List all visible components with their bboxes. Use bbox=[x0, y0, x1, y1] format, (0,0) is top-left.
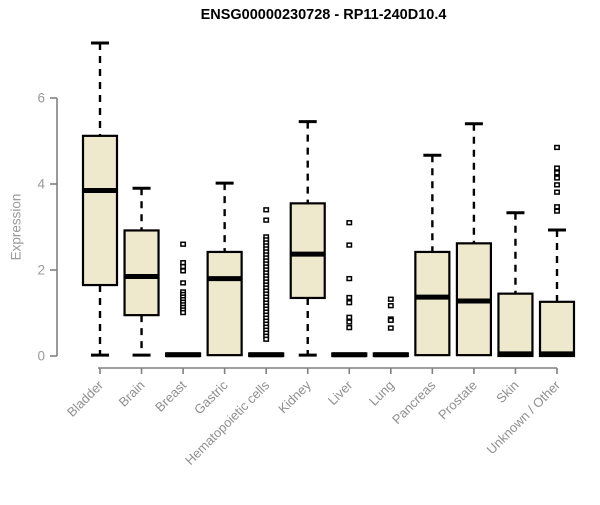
outlier-point bbox=[554, 208, 560, 214]
iqr-box bbox=[538, 300, 576, 358]
outlier-point bbox=[387, 325, 394, 331]
x-axis-category-label: Pancreas bbox=[389, 377, 439, 427]
x-axis-category-label: Breast bbox=[152, 377, 189, 414]
x-axis-category-label: Prostate bbox=[435, 378, 480, 423]
outlier-point bbox=[180, 263, 187, 270]
outlier-point bbox=[346, 314, 353, 320]
outlier-point bbox=[554, 204, 560, 210]
boxplot-kidney bbox=[289, 120, 326, 357]
outlier-point bbox=[346, 242, 353, 248]
iqr-box bbox=[497, 292, 534, 358]
x-axis-category-label: Unknown / Other bbox=[484, 377, 564, 457]
boxplot-skin bbox=[497, 211, 534, 358]
x-axis-category-label: Gastric bbox=[191, 377, 231, 417]
outlier-point bbox=[554, 175, 560, 181]
x-axis-category-label: Kidney bbox=[275, 377, 314, 416]
boxplot-liver bbox=[331, 220, 368, 358]
boxplot-unknown-other bbox=[538, 144, 576, 358]
x-axis-category-label: Bladder bbox=[64, 377, 107, 420]
boxplot-gastric bbox=[206, 181, 243, 357]
outlier-point bbox=[554, 189, 560, 195]
outlier-point bbox=[263, 207, 270, 213]
y-axis-tick-label: 4 bbox=[37, 177, 45, 192]
boxplot-lung bbox=[372, 296, 409, 358]
iqr-box bbox=[289, 202, 326, 300]
outlier-point bbox=[346, 319, 353, 325]
boxplot-prostate bbox=[455, 122, 493, 357]
outlier-point bbox=[554, 165, 560, 171]
y-axis-tick-label: 2 bbox=[37, 263, 45, 278]
outlier-point bbox=[554, 182, 560, 188]
iqr-box bbox=[206, 250, 243, 357]
y-axis-tick-label: 6 bbox=[37, 91, 45, 106]
outlier-point bbox=[180, 309, 187, 316]
outlier-point bbox=[263, 336, 270, 342]
outlier-point bbox=[263, 217, 270, 223]
iqr-box bbox=[81, 134, 119, 287]
outlier-point bbox=[387, 317, 394, 323]
boxplot-pancreas bbox=[414, 153, 451, 357]
boxplot-hematopoietic-cells bbox=[248, 207, 285, 358]
outlier-point bbox=[346, 275, 353, 282]
outlier-point bbox=[180, 280, 187, 286]
outlier-point bbox=[554, 144, 560, 151]
x-axis-category-label: Brain bbox=[116, 378, 148, 410]
x-axis-category-label: Liver bbox=[325, 377, 356, 408]
chart-title: ENSG00000230728 - RP11-240D10.4 bbox=[200, 7, 447, 23]
outlier-point bbox=[346, 324, 353, 331]
boxplot-bladder bbox=[81, 41, 119, 357]
outlier-point bbox=[387, 296, 394, 302]
outlier-point bbox=[346, 294, 353, 301]
iqr-box bbox=[123, 229, 160, 317]
x-axis-category-label: Lung bbox=[366, 378, 397, 409]
outlier-point bbox=[180, 241, 187, 247]
y-axis-title: Expression bbox=[8, 193, 24, 261]
outlier-point bbox=[346, 220, 353, 226]
y-axis-tick-label: 0 bbox=[37, 349, 45, 364]
boxplot-breast bbox=[164, 241, 202, 358]
outlier-point bbox=[346, 300, 353, 306]
boxplot-brain bbox=[123, 186, 160, 357]
iqr-box bbox=[414, 250, 451, 357]
outlier-point bbox=[180, 268, 187, 274]
outlier-point bbox=[554, 170, 560, 176]
outlier-point bbox=[387, 303, 394, 309]
x-axis-category-label: Skin bbox=[493, 378, 521, 406]
